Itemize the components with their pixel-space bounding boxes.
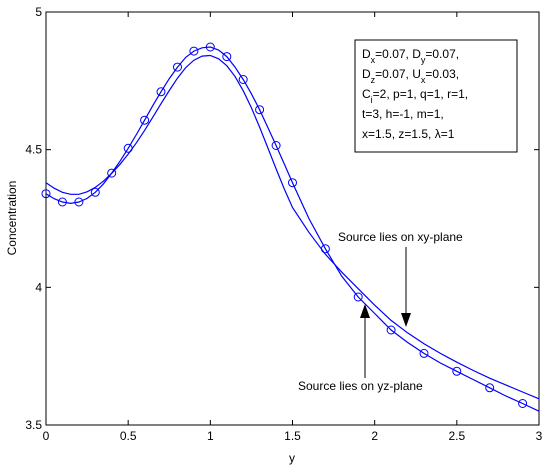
annotation-yz-arrowhead: [360, 304, 370, 318]
x-tick-label: 1.5: [284, 429, 301, 443]
series-2-point: [205, 42, 215, 52]
annotation-xy-plane: Source lies on xy-plane: [338, 230, 463, 327]
series-2-point: [173, 62, 182, 72]
annotation-xy-text: Source lies on xy-plane: [338, 230, 463, 244]
x-axis-ticks: 0 0.5 1 1.5 2 2.5 3: [43, 12, 543, 443]
series-2-point: [419, 348, 429, 358]
y-tick-label: 4: [35, 280, 42, 294]
y-tick-label: 4.5: [25, 143, 42, 157]
x-tick-label: 2.5: [448, 429, 465, 443]
series-2-point: [189, 46, 199, 56]
series-2-point: [238, 75, 248, 84]
parameters-line: t=3, h=-1, m=1,: [362, 107, 444, 121]
series-2-point: [288, 178, 297, 188]
series-2-point: [156, 87, 166, 97]
parameters-line: Dx=0.07, Dy=0.07,: [362, 47, 459, 65]
series-2-point: [255, 105, 265, 115]
parameters-box: Dx=0.07, Dy=0.07, Dz=0.07, Ux=0.03, Ci=2, …: [354, 39, 518, 153]
series-2-point: [353, 292, 363, 302]
x-tick-label: 0: [43, 429, 50, 443]
parameters-line: x=1.5, z=1.5, λ=1: [362, 127, 455, 141]
annotation-yz-text: Source lies on yz-plane: [298, 379, 423, 393]
annotation-xy-arrowhead: [401, 313, 411, 327]
series-2-point: [57, 197, 67, 207]
series-2-point: [320, 244, 330, 254]
series-2-point: [222, 52, 232, 62]
series-2-point: [74, 197, 84, 207]
series-2-point: [123, 143, 133, 153]
series-2-point: [140, 115, 150, 125]
series-layer: [41, 42, 540, 412]
series-2-point: [107, 168, 117, 178]
series-1-line: [45, 54, 540, 400]
x-axis-label: y: [289, 451, 295, 465]
series-2-point: [271, 141, 281, 150]
parameters-line: Ci=2, p=1, q=1, r=1,: [362, 87, 468, 105]
parameters-line: Dz=0.07, Ux=0.03,: [362, 67, 459, 85]
parameters-box-frame: [354, 39, 518, 153]
series-2-point: [41, 189, 51, 199]
parameters-box-lines: Dx=0.07, Dy=0.07, Dz=0.07, Ux=0.03, Ci=2, …: [362, 47, 468, 141]
y-tick-label: 5: [35, 5, 42, 19]
x-tick-label: 0.5: [120, 429, 137, 443]
series-2-point: [90, 187, 100, 197]
x-tick-label: 1: [207, 429, 214, 443]
y-axis-label: Concentration: [5, 181, 19, 256]
y-tick-label: 3.5: [25, 418, 42, 432]
series-2-line: [45, 46, 540, 412]
x-tick-label: 3: [536, 429, 543, 443]
y-axis-ticks: 3.5 4 4.5 5: [25, 5, 539, 432]
series-2-point: [452, 366, 462, 376]
series-2-point: [386, 325, 396, 335]
series-2-point: [485, 383, 495, 393]
x-tick-label: 2: [371, 429, 378, 443]
annotation-yz-plane: Source lies on yz-plane: [298, 304, 423, 393]
series-2-point: [518, 399, 528, 408]
